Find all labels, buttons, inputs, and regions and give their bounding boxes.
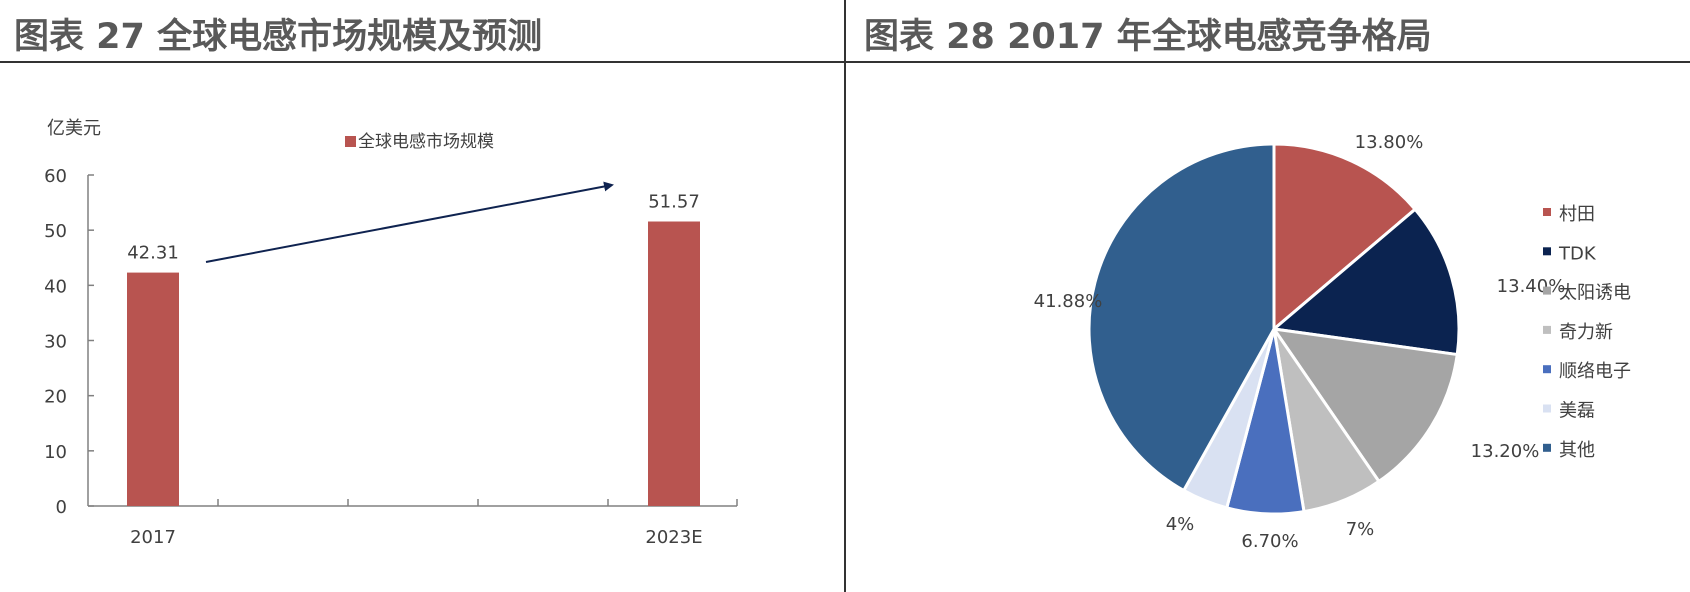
- chart-title: 图表 27 全球电感市场规模及预测: [14, 17, 543, 57]
- legend-label: 美磊: [1559, 401, 1595, 422]
- legend-item: 顺络电子: [1543, 361, 1631, 382]
- legend-swatch-icon: [1543, 443, 1551, 452]
- header-rule: [0, 61, 1690, 63]
- legend-swatch-icon: [1543, 365, 1551, 374]
- growth-arrow-icon: [205, 181, 614, 263]
- slice-label: 7%: [1346, 519, 1375, 540]
- pie-chart-panel: 图表 28 2017 年全球电感竞争格局 13.80% 13.40% 13.20% 7…: [846, 0, 1690, 592]
- legend-label: TDK: [1558, 243, 1597, 264]
- legend-swatch-icon: [1543, 325, 1551, 334]
- y-tick-label: 20: [44, 387, 67, 408]
- slice-label: 4%: [1166, 514, 1195, 535]
- y-tick-label: 50: [44, 221, 67, 242]
- legend-item: TDK: [1543, 243, 1597, 264]
- legend-label: 太阳诱电: [1559, 283, 1631, 304]
- legend-swatch-icon: [345, 136, 356, 147]
- data-label: 42.31: [127, 243, 179, 264]
- legend-swatch-icon: [1543, 247, 1551, 256]
- panel-divider: [844, 0, 846, 592]
- legend-item: 太阳诱电: [1543, 283, 1631, 304]
- slice-label: 6.70%: [1241, 531, 1298, 552]
- y-tick-label: 0: [56, 497, 67, 518]
- legend-label: 顺络电子: [1559, 361, 1631, 382]
- bar-2023E: 51.57 2023E: [645, 192, 702, 548]
- chart-title: 图表 28 2017 年全球电感竞争格局: [864, 17, 1432, 57]
- x-tick-label: 2023E: [645, 527, 702, 548]
- data-label: 51.57: [648, 192, 700, 213]
- slice-label: 41.88%: [1034, 291, 1103, 312]
- slice-label: 13.20%: [1471, 441, 1540, 462]
- legend-item: 村田: [1543, 204, 1595, 225]
- y-axis-unit: 亿美元: [47, 118, 101, 139]
- y-tick-label: 30: [44, 332, 67, 353]
- legend-label: 村田: [1559, 204, 1595, 225]
- y-tick-label: 40: [44, 276, 67, 297]
- pie-slice-太阳诱电: 13.20%: [1272, 327, 1540, 483]
- pie-slice-村田: 13.80%: [1272, 132, 1424, 331]
- y-tick-label: 60: [44, 166, 67, 187]
- legend-label: 其他: [1559, 440, 1595, 461]
- legend: 全球电感市场规模: [345, 132, 494, 152]
- slice-label: 13.80%: [1355, 132, 1424, 153]
- x-tick-label: 2017: [130, 527, 176, 548]
- bar-2017: 42.31 2017: [127, 243, 179, 548]
- legend-swatch-icon: [1543, 404, 1551, 413]
- slice-label: 13.40%: [1497, 276, 1566, 297]
- pie-slice-TDK: 13.40%: [1272, 207, 1566, 357]
- legend-item: 美磊: [1543, 401, 1595, 422]
- bar-chart-panel: 图表 27 全球电感市场规模及预测 亿美元全球电感市场规模 0 10 20 30 40 50…: [14, 17, 738, 548]
- pie-chart: 13.80% 13.40% 13.20% 7% 6.70% 4% 41.88% 村田 TDK 太阳…: [1034, 132, 1631, 552]
- pie-slice-其他: 41.88%: [1034, 142, 1276, 492]
- y-tick-label: 10: [44, 442, 67, 463]
- legend-item: 其他: [1543, 440, 1595, 461]
- legend-label: 全球电感市场规模: [358, 132, 494, 152]
- legend-swatch-icon: [1543, 208, 1551, 216]
- legend-item: 奇力新: [1543, 322, 1613, 343]
- legend-swatch-icon: [1543, 286, 1551, 295]
- legend-label: 奇力新: [1559, 322, 1613, 343]
